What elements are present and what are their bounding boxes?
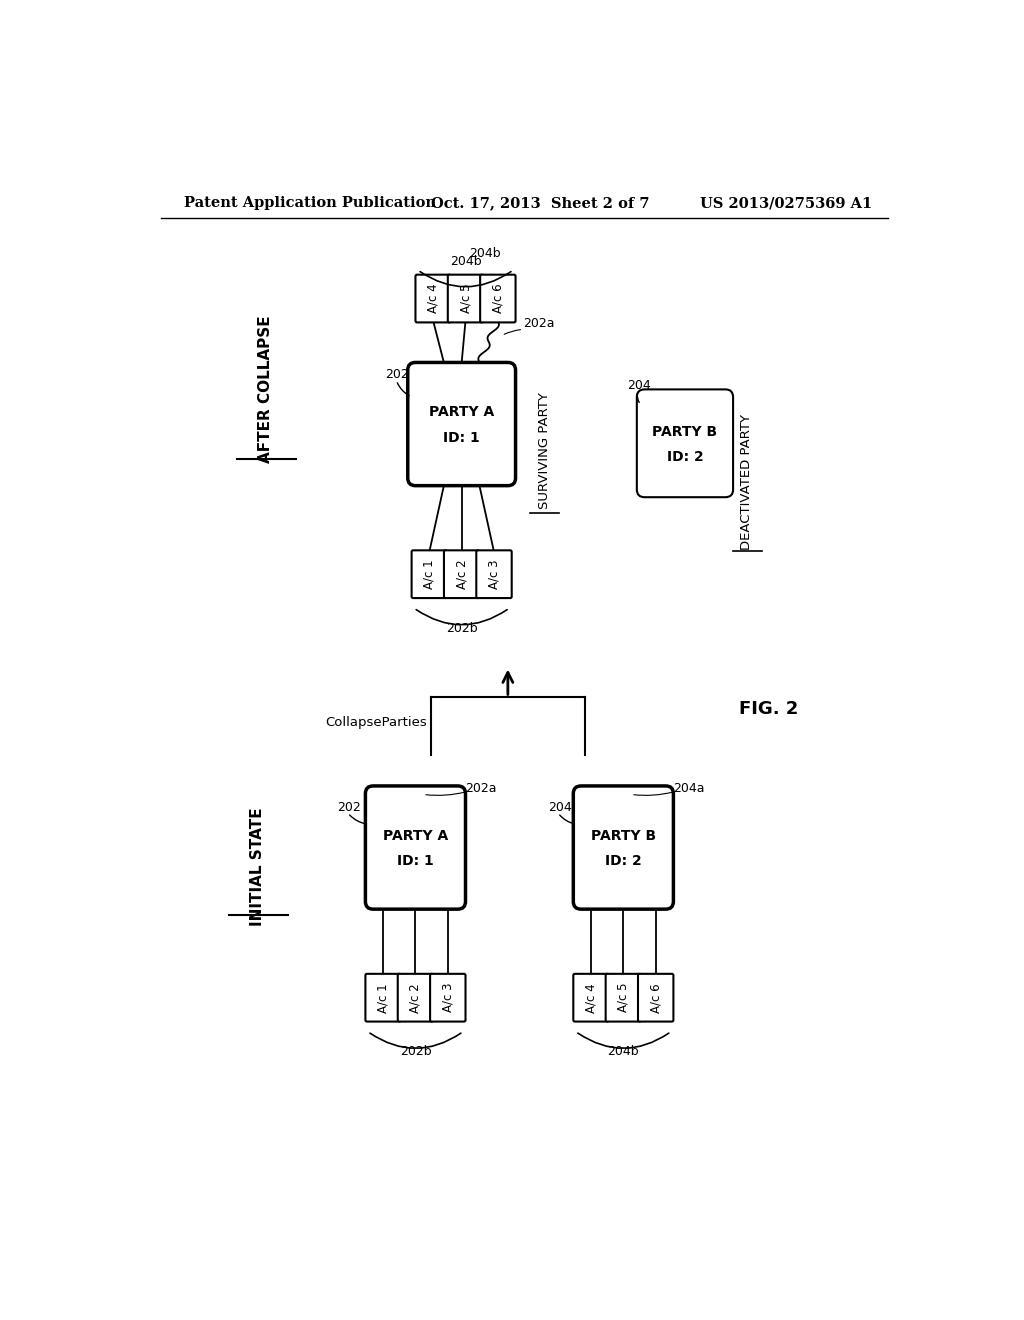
- Text: 204b: 204b: [469, 247, 501, 260]
- FancyBboxPatch shape: [366, 974, 400, 1022]
- FancyBboxPatch shape: [447, 275, 483, 322]
- FancyBboxPatch shape: [476, 550, 512, 598]
- Text: PARTY B: PARTY B: [652, 425, 718, 438]
- Text: A/c 4: A/c 4: [427, 284, 439, 313]
- Text: ID: 1: ID: 1: [443, 430, 480, 445]
- FancyBboxPatch shape: [605, 974, 641, 1022]
- FancyBboxPatch shape: [480, 275, 515, 322]
- Text: 202a: 202a: [523, 317, 555, 330]
- Text: Oct. 17, 2013  Sheet 2 of 7: Oct. 17, 2013 Sheet 2 of 7: [431, 197, 649, 210]
- FancyBboxPatch shape: [573, 785, 674, 909]
- Text: A/c 3: A/c 3: [441, 983, 455, 1012]
- Text: PARTY A: PARTY A: [383, 829, 449, 843]
- FancyBboxPatch shape: [444, 550, 479, 598]
- FancyBboxPatch shape: [397, 974, 433, 1022]
- Text: A/c 6: A/c 6: [492, 284, 505, 313]
- Text: A/c 4: A/c 4: [585, 983, 598, 1012]
- Text: 204b: 204b: [450, 255, 481, 268]
- Text: SURVIVING PARTY: SURVIVING PARTY: [538, 392, 551, 510]
- Text: A/c 2: A/c 2: [409, 983, 422, 1012]
- Text: A/c 5: A/c 5: [459, 284, 472, 313]
- Text: 202a: 202a: [466, 781, 497, 795]
- Text: 202b: 202b: [445, 622, 477, 635]
- Text: Patent Application Publication: Patent Application Publication: [184, 197, 436, 210]
- FancyBboxPatch shape: [366, 785, 466, 909]
- Text: DEACTIVATED PARTY: DEACTIVATED PARTY: [740, 413, 753, 550]
- FancyBboxPatch shape: [638, 974, 674, 1022]
- Text: A/c 2: A/c 2: [455, 560, 468, 589]
- Text: ID: 2: ID: 2: [605, 854, 642, 869]
- FancyBboxPatch shape: [573, 974, 608, 1022]
- Text: PARTY B: PARTY B: [591, 829, 656, 843]
- Text: CollapseParties: CollapseParties: [326, 717, 427, 730]
- Text: AFTER COLLAPSE: AFTER COLLAPSE: [258, 315, 272, 463]
- FancyBboxPatch shape: [408, 363, 515, 486]
- Text: ID: 1: ID: 1: [397, 854, 434, 869]
- Text: A/c 5: A/c 5: [616, 983, 630, 1012]
- Text: ID: 2: ID: 2: [667, 450, 703, 465]
- FancyBboxPatch shape: [637, 389, 733, 498]
- Text: 204: 204: [628, 379, 651, 392]
- Text: A/c 1: A/c 1: [377, 983, 389, 1012]
- Text: 202: 202: [337, 801, 360, 814]
- FancyBboxPatch shape: [430, 974, 466, 1022]
- Text: 204b: 204b: [607, 1045, 639, 1059]
- Text: US 2013/0275369 A1: US 2013/0275369 A1: [700, 197, 872, 210]
- Text: A/c 6: A/c 6: [649, 983, 663, 1012]
- Text: 204: 204: [548, 801, 571, 814]
- FancyBboxPatch shape: [412, 550, 447, 598]
- Text: FIG. 2: FIG. 2: [739, 700, 799, 718]
- FancyBboxPatch shape: [416, 275, 451, 322]
- Text: 202b: 202b: [399, 1045, 431, 1059]
- Text: 202: 202: [385, 367, 409, 380]
- Text: 204a: 204a: [674, 781, 705, 795]
- Text: INITIAL STATE: INITIAL STATE: [250, 808, 265, 927]
- Text: A/c 3: A/c 3: [487, 560, 501, 589]
- Text: PARTY A: PARTY A: [429, 405, 495, 420]
- Text: A/c 1: A/c 1: [423, 560, 436, 589]
